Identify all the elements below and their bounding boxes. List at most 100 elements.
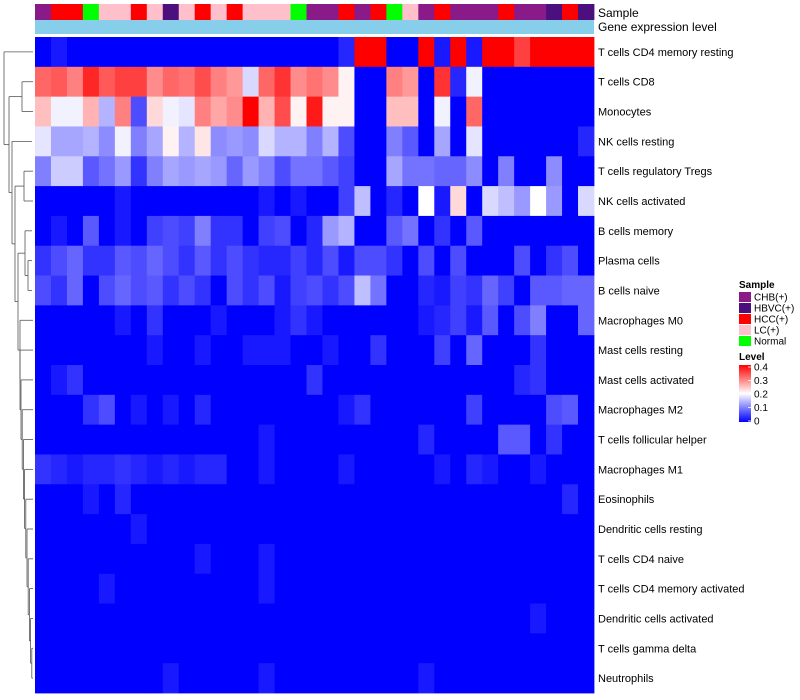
heatmap-cell	[402, 305, 419, 336]
heatmap-cell	[306, 633, 323, 664]
sample-annotation-cell	[242, 4, 259, 20]
heatmap-cell	[242, 275, 259, 306]
sample-annotation-cell	[258, 4, 275, 20]
sample-annotation-cell	[146, 4, 164, 20]
sample-annotation-cell	[386, 4, 403, 20]
heatmap-cell	[386, 543, 403, 575]
heatmap-cell	[178, 245, 196, 276]
heatmap-cell	[530, 275, 547, 306]
heatmap-cell	[274, 573, 291, 604]
heatmap-cell	[274, 394, 291, 426]
heatmap-cell	[210, 573, 228, 604]
heatmap-cell	[402, 543, 419, 575]
heatmap-cell	[194, 514, 212, 545]
heatmap-cell	[50, 484, 68, 515]
heatmap-cell	[466, 275, 483, 306]
heatmap-cell	[402, 573, 419, 604]
heatmap-cell	[178, 186, 196, 217]
heatmap-cell	[258, 454, 275, 485]
heatmap-cell	[242, 603, 259, 634]
heatmap-cell	[546, 633, 563, 664]
heatmap-cell	[450, 66, 467, 98]
heatmap-cell	[130, 305, 148, 336]
heatmap-cell	[290, 365, 307, 396]
heatmap-cell	[210, 663, 228, 694]
heatmap-cell	[498, 633, 515, 664]
heatmap-cell	[194, 66, 212, 98]
heatmap-cell	[562, 275, 579, 306]
sample-annotation-cell	[322, 4, 339, 20]
heatmap-cell	[274, 275, 291, 306]
heatmap-cell	[514, 335, 531, 366]
heatmap-cell	[578, 96, 595, 127]
heatmap-cell	[242, 156, 259, 187]
heatmap-cell	[98, 603, 116, 634]
heatmap-cell	[402, 484, 419, 515]
heatmap-cell	[498, 514, 515, 545]
heatmap-cell	[210, 126, 228, 157]
heatmap-cell	[210, 633, 228, 664]
heatmap-cell	[418, 66, 435, 98]
heatmap-cell	[546, 394, 563, 426]
heatmap-cell	[450, 424, 467, 455]
heatmap-cell	[562, 394, 579, 426]
heatmap-cell	[210, 66, 228, 98]
heatmap-cell	[338, 275, 355, 306]
heatmap-cell	[50, 37, 68, 68]
heatmap-cell	[354, 365, 371, 396]
sample-annotation-cell	[482, 4, 499, 20]
heatmap-cell	[162, 424, 180, 455]
heatmap-cell	[114, 484, 132, 515]
heatmap-cell	[386, 603, 403, 634]
sample-annotation-cell	[226, 4, 244, 20]
level-tick-label: 0.1	[754, 403, 768, 414]
heatmap-cell	[162, 186, 180, 217]
heatmap-cell	[402, 394, 419, 426]
heatmap-cell	[466, 126, 483, 157]
heatmap-cell	[194, 424, 212, 455]
heatmap-cell	[66, 394, 84, 426]
heatmap-cell	[35, 633, 52, 664]
heatmap-cell	[194, 663, 212, 694]
heatmap-cell	[306, 365, 323, 396]
heatmap-cell	[50, 514, 68, 545]
heatmap-cell	[466, 424, 483, 455]
heatmap-cell	[578, 245, 595, 276]
heatmap-cell	[578, 543, 595, 575]
heatmap-cell	[98, 394, 116, 426]
heatmap-cell	[354, 126, 371, 157]
heatmap-cell	[146, 454, 164, 485]
heatmap-cell	[242, 335, 259, 366]
heatmap-cell	[370, 663, 387, 694]
heatmap-cell	[434, 156, 451, 187]
heatmap-cell	[35, 424, 52, 455]
heatmap-cell	[514, 245, 531, 276]
heatmap-cell	[146, 663, 164, 694]
heatmap-cell	[306, 305, 323, 336]
heatmap-cell	[562, 543, 579, 575]
heatmap-cell	[66, 424, 84, 455]
heatmap-cell	[354, 514, 371, 545]
heatmap-cell	[82, 424, 100, 455]
heatmap-cell	[530, 424, 547, 455]
heatmap-cell	[162, 603, 180, 634]
heatmap-cell	[354, 603, 371, 634]
heatmap-cell	[514, 186, 531, 217]
heatmap-cell	[514, 663, 531, 694]
heatmap-cell	[562, 603, 579, 634]
heatmap-cell	[130, 514, 148, 545]
heatmap-cell	[66, 633, 84, 664]
heatmap-cell	[530, 305, 547, 336]
heatmap-cell	[290, 543, 307, 575]
heatmap-cell	[194, 543, 212, 575]
heatmap-cell	[274, 126, 291, 157]
heatmap-cell	[242, 305, 259, 336]
heatmap-cell	[418, 275, 435, 306]
heatmap-cell	[498, 394, 515, 426]
heatmap-cell	[242, 186, 259, 217]
heatmap-cell	[242, 424, 259, 455]
heatmap-cell	[546, 543, 563, 575]
heatmap-cell	[450, 275, 467, 306]
heatmap-cell	[178, 215, 196, 247]
heatmap-cell	[418, 484, 435, 515]
